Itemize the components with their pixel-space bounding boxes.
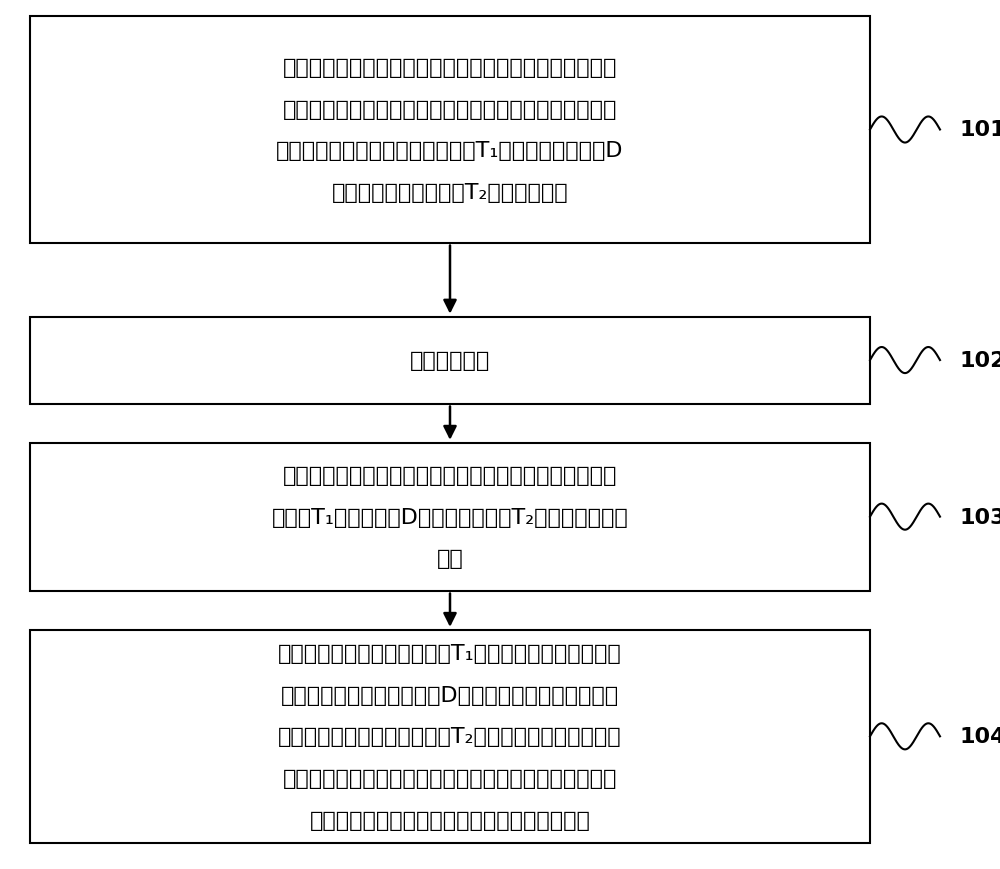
Text: 104: 104	[960, 726, 1000, 746]
Text: 链长关系的模型，求解稠油样品中各组分分子链长的概率: 链长关系的模型，求解稠油样品中各组分分子链长的概率	[283, 768, 617, 788]
Text: 103: 103	[960, 507, 1000, 527]
Text: 豫时间T₁、扩散系数D、横向弛豫时间T₂的联合概率分布: 豫时间T₁、扩散系数D、横向弛豫时间T₂的联合概率分布	[272, 507, 628, 527]
Bar	[30, 317, 870, 404]
Bar	[30, 443, 870, 591]
Text: 采用快速反演算法对回波数据进行反演，计算关于纵向弛: 采用快速反演算法对回波数据进行反演，计算关于纵向弛	[283, 466, 617, 485]
Bar	[30, 630, 870, 843]
Text: 采集回波数据: 采集回波数据	[410, 351, 490, 370]
Text: 的信息、横向弛豫时间T₂的信息的窗口: 的信息、横向弛豫时间T₂的信息的窗口	[332, 183, 568, 202]
Text: 链长关系的模型或扩散系数D与稠油样品中各组分分子链: 链长关系的模型或扩散系数D与稠油样品中各组分分子链	[281, 685, 619, 705]
Text: 长关系的模型或横向弛豫时间T₂与稠油样品中各组分分子: 长关系的模型或横向弛豫时间T₂与稠油样品中各组分分子	[278, 726, 622, 746]
Text: 函数: 函数	[437, 549, 463, 568]
Text: 独立的分别用于编辑纵向弛豫时间T₁的信息、扩散系数D: 独立的分别用于编辑纵向弛豫时间T₁的信息、扩散系数D	[276, 142, 624, 161]
Text: 101: 101	[960, 121, 1000, 140]
Text: 102: 102	[960, 351, 1000, 370]
Text: 分布函数，以获得稠油样品中各组分的分子链长: 分布函数，以获得稠油样品中各组分的分子链长	[310, 810, 590, 830]
Bar	[30, 17, 870, 243]
Text: 根据预先搭建的纵向弛豫时间T₁与稠油样品中各组分分子: 根据预先搭建的纵向弛豫时间T₁与稠油样品中各组分分子	[278, 643, 622, 663]
Text: 维核磁共振脉冲序列，三维核磁共振脉冲序列中包含三个: 维核磁共振脉冲序列，三维核磁共振脉冲序列中包含三个	[283, 100, 617, 119]
Text: 向填充有稠油样品的核磁共振流体分析仪的探头内发射三: 向填充有稠油样品的核磁共振流体分析仪的探头内发射三	[283, 58, 617, 77]
